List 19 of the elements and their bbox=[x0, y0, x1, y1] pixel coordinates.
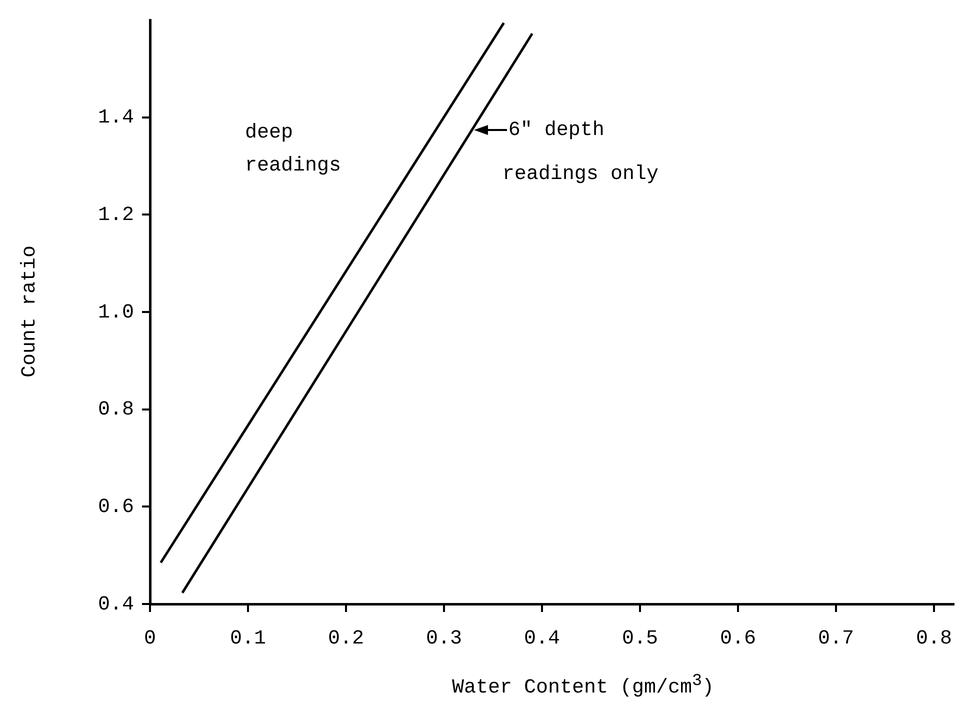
x-tick-label: 0.3 bbox=[426, 627, 462, 650]
y-tick-label: 0.4 bbox=[98, 593, 134, 616]
x-tick-label: 0.5 bbox=[622, 627, 658, 650]
y-tick-label: 1.2 bbox=[98, 204, 134, 227]
y-tick-label: 1.4 bbox=[98, 106, 134, 130]
x-tick-label: 0.1 bbox=[230, 627, 266, 650]
y-tick-label: 0.6 bbox=[98, 496, 134, 519]
x-tick-label: 0 bbox=[144, 627, 156, 650]
x-tick-label: 0.6 bbox=[720, 627, 756, 650]
y-tick-label: 1.0 bbox=[98, 301, 134, 324]
x-tick-label: 0.8 bbox=[916, 627, 952, 650]
y-axis-title: Count ratio bbox=[18, 244, 42, 380]
annotation: 6" depth readings only bbox=[502, 118, 658, 186]
x-tick-label: 0.4 bbox=[524, 627, 560, 650]
x-axis-title: Water Content (gm/cm$^{3}$) bbox=[450, 672, 716, 700]
y-tick-label: 0.8 bbox=[98, 398, 134, 422]
x-tick-label: 0.2 bbox=[328, 627, 364, 650]
annotation: deep readings bbox=[245, 121, 342, 178]
x-tick-label: 0.7 bbox=[818, 627, 854, 650]
